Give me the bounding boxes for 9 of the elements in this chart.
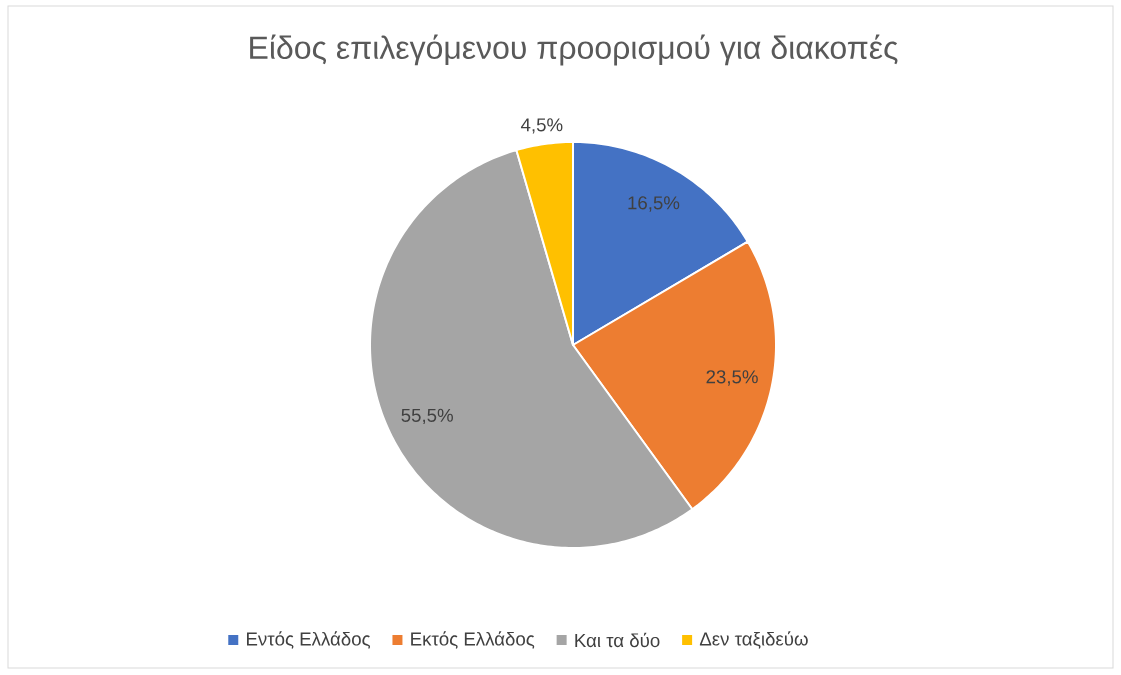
legend-label: Δεν ταξιδεύω [699,631,808,649]
data-label: 4,5% [520,118,563,134]
data-label: 55,5% [401,408,453,425]
legend-label: Και τα δύο [575,632,660,648]
legend-label: Εντός Ελλάδος [247,631,371,649]
data-label: 16,5% [628,196,680,212]
legend-label: Εκτός Ελλάδος [411,631,535,649]
chart-title: Είδος επιλεγόμενου προορισμού για διακοπές [250,34,898,66]
data-label: 23,5% [706,370,758,386]
